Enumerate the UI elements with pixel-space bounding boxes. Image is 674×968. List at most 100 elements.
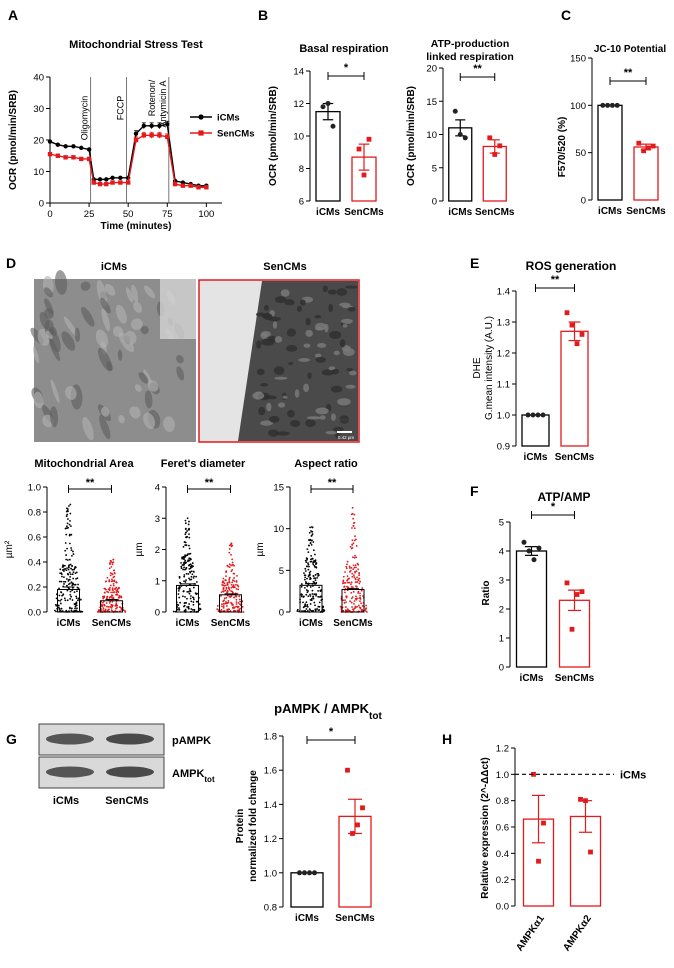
y-tick-label: 0 — [499, 663, 504, 674]
data-point — [118, 595, 121, 598]
data-point — [102, 609, 105, 611]
category-label: iCMs — [57, 618, 81, 629]
data-point — [103, 591, 106, 594]
panel-a-line-chart: 0 10 20 30 40 0 25 50 75 100 Mitochondrial Stress … — [8, 39, 254, 232]
micrograph-texture — [329, 330, 342, 340]
data-point — [66, 527, 69, 529]
data-point — [306, 605, 308, 608]
data-point — [350, 583, 352, 586]
significance-stars: ** — [624, 67, 633, 79]
micrograph-texture — [315, 407, 329, 415]
data-point — [81, 610, 84, 613]
micrograph-texture — [260, 382, 269, 387]
micrograph-texture — [147, 380, 159, 392]
data-point — [569, 322, 575, 328]
data-point — [71, 155, 76, 160]
data-point — [69, 593, 72, 596]
category-label: SenCMs — [211, 618, 251, 629]
data-point — [115, 602, 118, 605]
data-point — [117, 591, 120, 593]
data-point — [352, 590, 355, 593]
data-point — [186, 517, 189, 520]
data-point — [351, 546, 354, 549]
data-point — [239, 600, 242, 603]
data-point — [237, 602, 240, 604]
micrograph-texture — [176, 355, 184, 364]
micrograph-texture — [339, 415, 350, 424]
panel-letter: A — [8, 7, 18, 23]
data-point — [61, 569, 64, 571]
data-point — [224, 602, 226, 605]
micrograph-texture — [132, 301, 143, 313]
data-point — [307, 595, 310, 598]
micrograph-texture — [332, 426, 344, 432]
micrograph-texture — [348, 370, 357, 376]
legend-marker — [198, 130, 204, 136]
data-point — [343, 602, 346, 604]
data-point — [69, 575, 72, 578]
micrograph-texture — [342, 348, 355, 357]
data-point — [314, 577, 317, 580]
data-point — [352, 568, 355, 571]
series-line — [49, 134, 207, 188]
data-point — [564, 580, 570, 586]
data-point — [345, 601, 347, 604]
data-point — [183, 558, 185, 561]
data-point — [66, 559, 69, 561]
data-point — [67, 573, 69, 575]
data-point — [223, 584, 226, 587]
data-point — [353, 556, 356, 559]
annotation-fccp: FCCP — [116, 96, 126, 121]
y-tick-label: 1.8 — [264, 732, 277, 743]
micrograph-texture — [284, 299, 295, 306]
data-point — [111, 578, 113, 581]
scatter-panel-d2: 0 1 2 3 4 iCMs SenCMs ** Feret's diameter µm — [134, 458, 251, 629]
data-point — [69, 520, 71, 522]
data-point — [109, 586, 111, 589]
micrograph-texture — [303, 383, 310, 393]
data-point — [182, 562, 185, 564]
data-point — [68, 505, 70, 507]
micrograph-texture — [131, 284, 139, 303]
data-point — [172, 610, 175, 613]
data-point — [178, 607, 180, 609]
data-point — [71, 144, 76, 149]
data-point — [112, 591, 114, 594]
micrograph-texture — [319, 415, 326, 420]
data-point — [79, 145, 84, 151]
data-point — [67, 565, 70, 568]
micrograph-texture — [144, 390, 153, 409]
data-point — [531, 771, 536, 777]
category-label: SenCMs — [344, 207, 384, 218]
bar-panel-b1: 6 8 10 12 14 iCMs SenCMs * Basal respiration OCR … — [268, 43, 389, 218]
data-point — [231, 585, 234, 588]
micrograph-texture — [286, 345, 298, 352]
data-point — [165, 134, 170, 140]
micrograph-texture — [252, 391, 265, 400]
data-point — [314, 561, 317, 563]
data-point — [184, 561, 187, 564]
data-point — [195, 593, 198, 596]
data-point — [110, 565, 113, 568]
data-point — [70, 533, 73, 536]
data-point — [60, 607, 63, 610]
data-point — [183, 563, 186, 566]
data-point — [178, 608, 181, 611]
y-tick-label: 20 — [33, 136, 44, 147]
micrograph-texture — [81, 306, 95, 327]
data-point — [310, 534, 313, 537]
y-tick-label: 40 — [33, 73, 44, 84]
data-point — [356, 605, 359, 608]
micrograph-texture — [305, 329, 313, 337]
data-point — [349, 569, 352, 572]
data-point — [108, 608, 110, 611]
data-point — [184, 608, 187, 611]
data-point — [353, 566, 356, 569]
data-point — [349, 545, 352, 548]
significance-stars: ** — [205, 477, 214, 489]
chart-title: Basal respiration — [299, 43, 389, 55]
data-point — [238, 608, 241, 610]
data-point — [230, 570, 233, 573]
data-point — [650, 143, 656, 149]
data-point — [578, 796, 583, 802]
